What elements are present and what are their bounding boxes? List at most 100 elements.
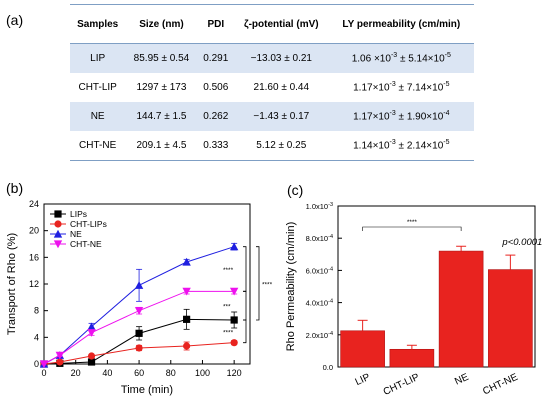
legend-label-lips: LIPs [70,209,87,219]
table-header-row: Samples Size (nm) PDI ζ-potential (mV) L… [70,4,474,44]
table-cell-sample: CHT-NE [70,131,126,161]
x-tick-label: 20 [71,368,81,378]
p-value-annotation: p<0.0001 [501,237,542,248]
data-point [229,242,239,251]
table-cell-ly: 1.06 ×10-3 ± 5.14×10-5 [328,43,474,73]
table-cell-zeta: 5.12 ± 0.25 [233,131,329,161]
table-cell-sample: NE [70,102,126,131]
table-cell-pdi: 0.333 [197,131,234,161]
legend-marker-lips [54,210,62,218]
data-point [182,287,191,296]
x-tick-label: LIP [354,372,373,388]
bracket-line [362,226,462,231]
legend-marker-cht-ne [53,240,63,249]
x-tick-label: CHT-LIP [382,372,422,398]
x-tick-label: CHT-NE [481,372,520,398]
table-cell-pdi: 0.262 [197,102,234,131]
legend-marker-cht-lips [54,220,62,228]
permeability-bar-chart: 0.0 2.0x10-4 4.0x10-4 6.0x10-4 8.0x10-4 1.0x1… [285,202,542,398]
data-point [87,358,96,366]
legend-label-ne: NE [70,229,82,239]
table-cell-sample: LIP [70,43,126,73]
table-cell-zeta: −13.03 ± 0.21 [233,43,329,73]
y-tick-label: 4.0x10-4 [306,299,333,308]
data-point [56,358,64,366]
data-point [230,339,238,347]
x-tick-label: 120 [227,368,242,378]
column-header: LY permeability (cm/min) [328,4,474,44]
series-lips [40,308,238,368]
table-cell-zeta: −1.43 ± 0.17 [233,102,329,131]
legend-marker-ne [53,229,63,238]
data-point [39,360,49,369]
bracket-line [256,246,260,321]
y-tick-label: 4 [34,332,39,342]
table-cell-ly: 1.17×10-3 ± 1.90×10-4 [328,102,474,131]
x-tick-label: 0 [41,368,46,378]
significance-label: **** [223,267,234,274]
bracket-line [243,319,247,344]
x-tick-label: NE [453,372,471,388]
bar-cht-lip [389,348,435,368]
significance-label: **** [223,329,234,336]
data-point [87,352,96,360]
series-cht-lips [40,339,238,368]
y-tick-label: 0.0 [323,363,333,372]
significance-bracket: **** [256,246,273,321]
table-cell-ly: 1.17×10-3 ± 7.14×10-5 [353,81,450,94]
y-tick-label: 8 [34,306,39,316]
data-point [55,351,65,360]
y-tick-label: 6.0x10-4 [306,266,333,275]
bar-lip [340,330,385,368]
data-point [182,257,191,266]
data-point [87,329,96,337]
y-tick-label: 20 [29,226,39,236]
data-point [134,307,144,315]
significance-label: **** [262,281,273,288]
bracket-line [243,246,247,292]
table-cell-ly: 1.14×10-3 ± 2.14×10-5 [328,131,474,161]
data-point [135,344,143,352]
table-cell-size: 144.7 ± 1.5 [125,102,198,131]
data-point [87,322,96,331]
legend-label-cht-lips: CHT-LIPs [70,219,107,229]
data-point [135,329,143,337]
table-row: CHT-LIP 1297 ± 173 0.506 21.60 ± 0.44 1.17×1… [70,73,474,102]
panel-label-a: (a) [6,12,24,28]
panel-label-b: (b) [6,180,24,196]
table-cell-sample: CHT-LIP [78,82,117,93]
table-cell-pdi: 0.291 [197,43,234,73]
y-tick-label: 2.0x10-4 [306,331,333,340]
table-row: NE 144.7 ± 1.5 0.262 −1.43 ± 0.17 1.17×10-3 … [70,102,474,131]
column-header: Size (nm) [125,4,198,44]
y-tick-label: 12 [29,279,39,289]
table-row: CHT-NE 209.1 ± 4.5 0.333 5.12 ± 0.25 1.14×10… [70,131,474,161]
bar-ne [438,250,484,368]
significance-bracket: **** [223,246,247,292]
panel-label-c: (c) [287,182,304,198]
significance-bracket: **** [223,319,247,344]
y-tick-label: 8.0x10-4 [306,234,333,243]
significance-label: **** [407,219,418,226]
data-point [230,316,238,324]
legend-label-cht-ne: CHT-NE [70,239,102,249]
x-tick-label: 60 [134,368,144,378]
table-row: LIP 85.95 ± 0.54 0.291 −13.03 ± 0.21 1.06 ×1… [70,43,474,73]
transport-line-chart: 0 20 40 60 80 100 120 0 4 8 12 16 20 24 Time (min) Tran… [6,199,273,396]
column-header: ζ-potential (mV) [233,4,329,44]
bracket-line [243,290,247,321]
y-tick-label: 16 [29,252,39,262]
plot-frame [337,205,536,368]
table-cell-zeta: 21.60 ± 0.44 [253,82,310,93]
y-tick-label: 1.0x10-3 [306,202,333,211]
y-axis-label: Transport of Rho (%) [6,233,18,335]
data-point [229,287,239,296]
series-cht-ne [39,287,239,369]
x-tick-label: 40 [102,368,112,378]
bar-cht-ne [488,269,533,368]
significance-label: *** [223,304,231,311]
y-axis-label: Rho Permeability (cm/min) [285,222,297,352]
column-header: PDI [197,4,234,44]
table-cell-pdi: 0.506 [203,82,229,93]
